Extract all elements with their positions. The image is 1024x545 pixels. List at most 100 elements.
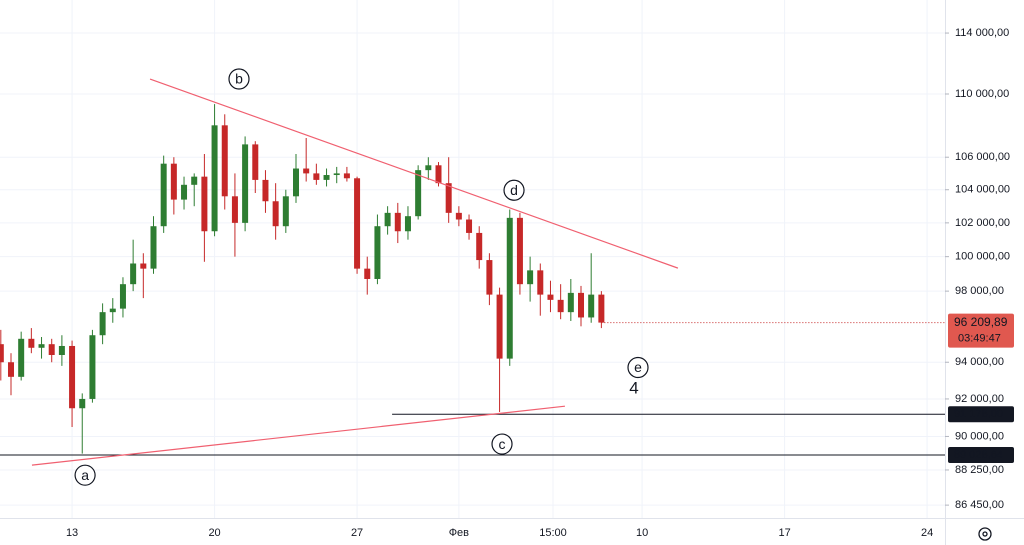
wave-label: 4 [629, 379, 638, 398]
candle-body [466, 219, 473, 233]
wave-label: a [81, 467, 89, 483]
y-tick-label: 102 000,00 [955, 217, 1010, 229]
candle-body [364, 268, 371, 279]
candle-body [7, 362, 14, 377]
y-tick-label: 110 000,00 [955, 88, 1009, 100]
y-tick-label: 90 000,00 [955, 430, 1004, 442]
y-tick-label: 88 250,00 [955, 464, 1004, 476]
x-tick-label: 13 [66, 527, 78, 539]
candle-body [221, 125, 228, 197]
trendline [31, 405, 565, 466]
x-tick-label: 20 [208, 527, 220, 539]
y-tick-label: 94 000,00 [955, 356, 1004, 368]
x-tick-label: 10 [636, 527, 648, 539]
y-tick-label: 92 000,00 [955, 393, 1004, 405]
candle-body [130, 263, 137, 285]
candle-body [150, 226, 157, 269]
candle-body [384, 212, 391, 227]
x-tick-label: 27 [351, 527, 363, 539]
candle-body [598, 294, 605, 323]
gear-center[interactable] [982, 531, 988, 537]
candle-body [313, 173, 320, 180]
candle-body [588, 294, 595, 318]
candle-body [242, 144, 249, 223]
candle-body [201, 176, 208, 232]
candle-body [140, 263, 147, 269]
candle-body [272, 201, 279, 227]
candle-body [354, 178, 361, 269]
gear-icon[interactable] [978, 527, 992, 541]
y-tick-label: 98 000,00 [955, 285, 1004, 297]
candle-body [18, 338, 25, 377]
grid [0, 0, 945, 518]
candle-body [69, 345, 76, 409]
candle-body [58, 345, 65, 355]
candle-body [425, 165, 432, 171]
candle-body [374, 226, 381, 279]
wave-label: c [499, 436, 506, 452]
candle-body [394, 212, 401, 232]
y-tick-label: 104 000,00 [955, 184, 1010, 196]
candle-body [89, 335, 96, 399]
y-tick-label: 100 000,00 [955, 251, 1010, 263]
candle-body [262, 179, 269, 202]
candle-body [303, 168, 310, 174]
countdown-timer: 03:49:47 [958, 332, 1001, 344]
wave-label: d [510, 182, 518, 198]
candle-body [119, 284, 126, 309]
candle-body [343, 173, 350, 179]
candle-body [435, 165, 442, 184]
candle-body [0, 344, 4, 363]
wave-label-circle [491, 433, 513, 455]
level-label-box [948, 446, 1014, 463]
candle-body [292, 168, 299, 197]
candle-body [506, 217, 513, 359]
level-label: 91 178,00 [954, 408, 1003, 420]
wave-label-circle [228, 68, 250, 90]
candle-body [516, 217, 523, 285]
candle-body [445, 183, 452, 213]
trendline [149, 78, 679, 269]
candle-body [181, 184, 188, 200]
candle-body [231, 196, 238, 223]
candle-body [547, 294, 554, 300]
candle-body [567, 292, 574, 313]
candle-body [28, 338, 35, 348]
candle-body [333, 173, 340, 176]
y-tick-label: 114 000,00 [955, 27, 1009, 39]
settings-button[interactable] [978, 527, 992, 541]
x-tick-label: Фев [449, 527, 469, 539]
last-price-box [948, 313, 1014, 348]
candle-body [99, 312, 106, 336]
wave-label: b [235, 71, 243, 87]
x-tick-label: 15:00 [539, 527, 567, 539]
wave-label-circle [503, 179, 525, 201]
candle-body [282, 196, 289, 227]
level-label: 89 028,64 [954, 449, 1003, 461]
candle-body [252, 144, 259, 180]
candle-body [404, 216, 411, 232]
last-price-label: 96 209,89 [954, 315, 1008, 329]
candle-body [160, 163, 167, 227]
candle-body [191, 176, 198, 185]
candle-body [578, 292, 585, 318]
x-tick-label: 24 [921, 527, 933, 539]
candle-body [38, 344, 45, 348]
y-tick-label: 106 000,00 [955, 151, 1010, 163]
candle-body [211, 125, 218, 232]
candle-body [170, 163, 177, 200]
candle-body [323, 175, 330, 180]
candle-body [476, 232, 483, 261]
x-tick-label: 17 [778, 527, 790, 539]
candle-body [109, 308, 116, 313]
wave-label: e [634, 359, 642, 375]
wave-label-circle [74, 464, 96, 486]
candle-body [486, 260, 493, 295]
level-label-box [948, 406, 1014, 423]
wave-label-circle [627, 356, 649, 379]
y-tick-label: 86 450,00 [955, 499, 1004, 511]
candle-body [557, 299, 564, 313]
candle-body [79, 398, 86, 409]
candle-body [415, 170, 422, 217]
